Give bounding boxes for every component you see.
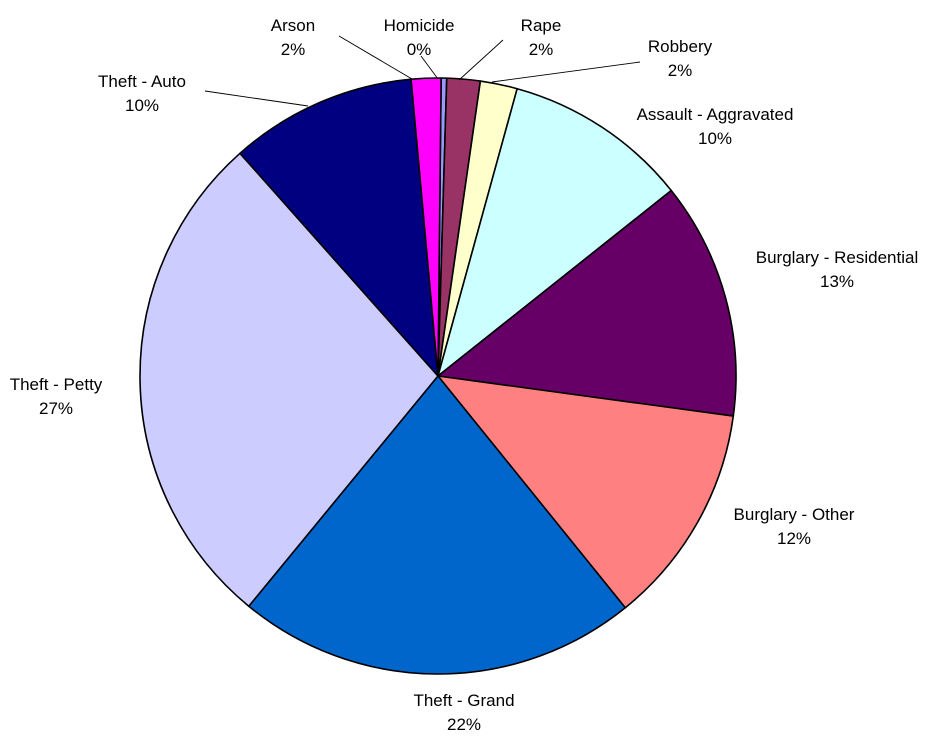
pie-slice-theft-petty [139,152,439,608]
slice-label-assault-aggravated: Assault - Aggravated [637,105,794,124]
pie-slice-theft-auto [239,78,439,377]
slice-percent-theft-auto: 10% [125,96,159,115]
slice-percent-robbery: 2% [668,61,693,80]
leader-lines [204,35,641,107]
slice-label-rape: Rape [521,16,562,35]
pie-slice-assault-aggravated [437,87,673,377]
slice-percent-theft-petty: 27% [39,399,73,418]
slice-percent-theft-grand: 22% [447,715,481,734]
slice-percent-homicide: 0% [407,40,432,59]
pie-slice-arson [410,77,442,377]
slice-percent-burglary-other: 12% [777,529,811,548]
slice-label-theft-auto: Theft - Auto [98,72,186,91]
leader-line-rape [458,39,504,81]
pie-slice-burglary-residential [437,189,737,417]
slice-label-arson: Arson [271,16,315,35]
leader-line-theft-auto [204,90,309,107]
pie-slice-burglary-other [437,375,735,609]
leader-line-arson [338,35,413,80]
slice-label-theft-petty: Theft - Petty [10,375,103,394]
leader-line-robbery [491,61,641,83]
slice-label-theft-grand: Theft - Grand [413,691,514,710]
slice-label-homicide: Homicide [384,16,455,35]
slice-percent-rape: 2% [529,40,554,59]
slice-percent-arson: 2% [281,40,306,59]
slice-percent-assault-aggravated: 10% [698,129,732,148]
leader-line-homicide [420,55,439,80]
slice-percent-burglary-residential: 13% [820,272,854,291]
slice-labels: Homicide 0% Rape 2% Robbery 2% Assault - Aggra… [10,16,919,734]
slice-label-burglary-residential: Burglary - Residential [756,248,919,267]
slice-label-burglary-other: Burglary - Other [734,505,855,524]
pie-slices [139,77,737,675]
pie-slice-theft-grand [247,375,627,675]
slice-label-robbery: Robbery [648,37,713,56]
